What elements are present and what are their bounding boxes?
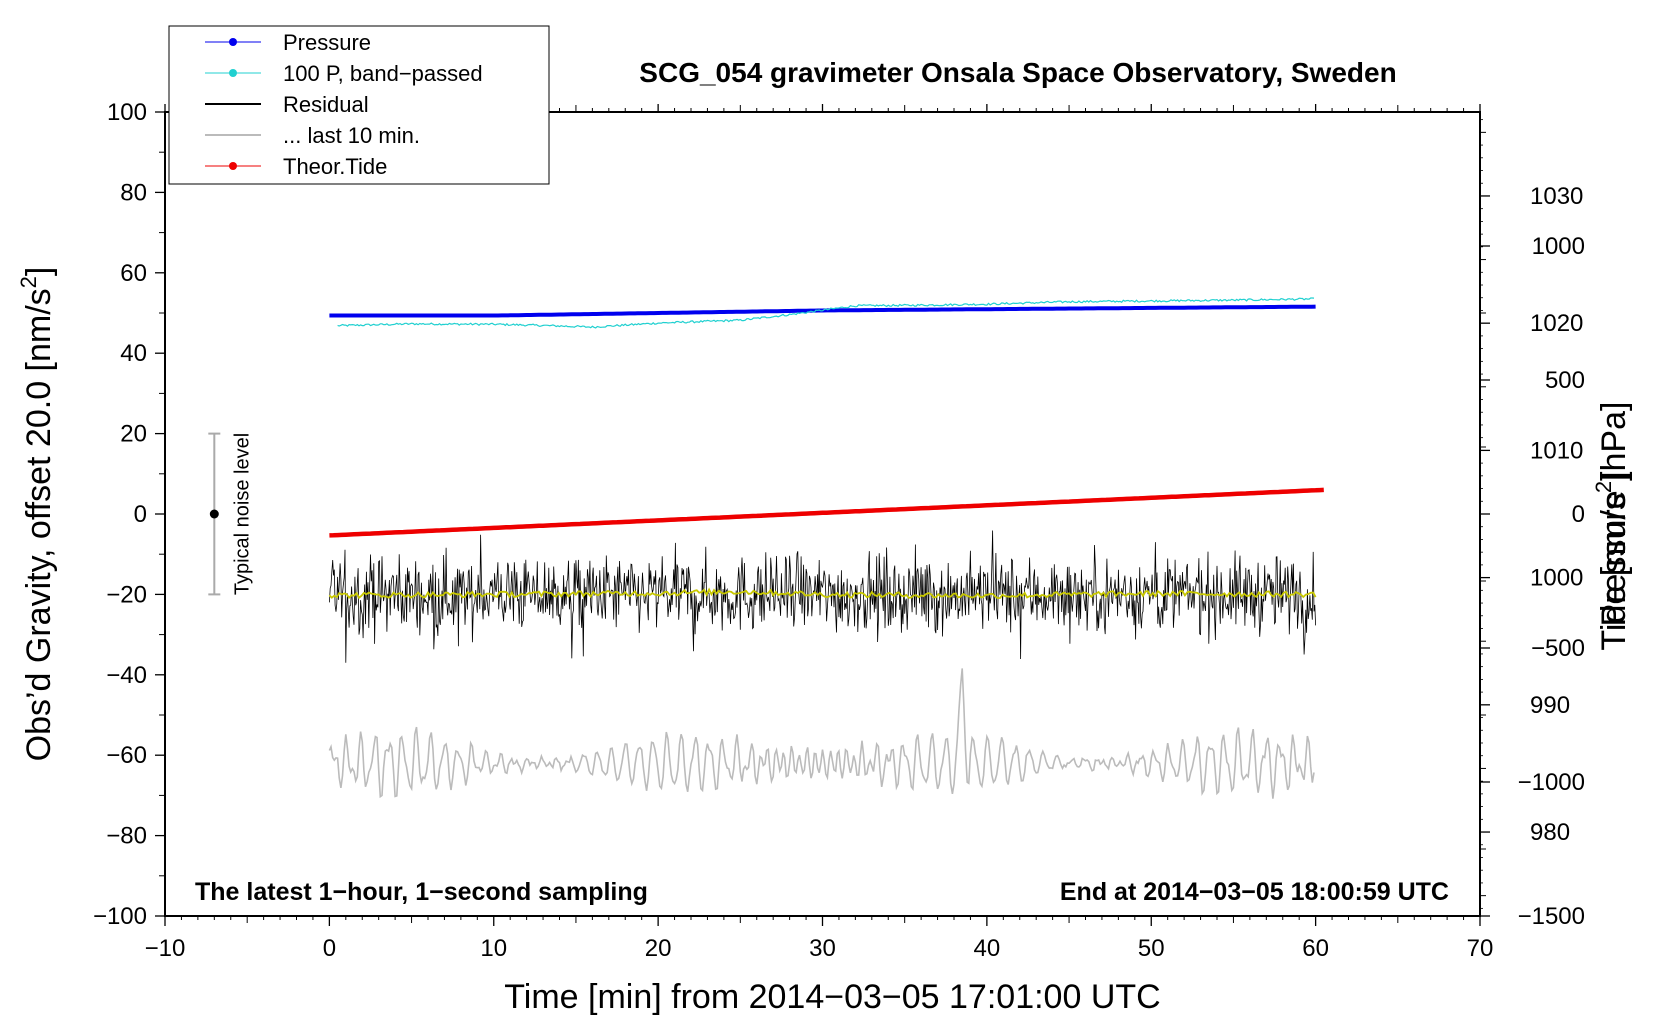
legend-label: 100 P, band−passed xyxy=(283,61,483,86)
axis-labels: −10 0 10 20 30 40 50 60 70−100−80−60−40−20020406… xyxy=(93,99,1585,962)
y-tick-label: 20 xyxy=(120,421,147,448)
y-axis-title-left: Obs’d Gravity, offset 20.0 [nm/s2] xyxy=(16,267,58,762)
y-axis-title-left-end: ] xyxy=(20,267,58,276)
x-tick-label: 40 xyxy=(974,935,1001,962)
x-axis-title: Time [min] from 2014−03−05 17:01:00 UTC xyxy=(504,978,1160,1016)
tide-tick-label: −1500 xyxy=(1518,903,1585,930)
y-tick-label: −60 xyxy=(106,742,147,769)
tide-tick-label: −500 xyxy=(1531,635,1585,662)
y-tick-label: −40 xyxy=(106,662,147,689)
x-tick-label: 30 xyxy=(809,935,836,962)
x-tick-label: 0 xyxy=(323,935,336,962)
plot-border xyxy=(164,111,1481,917)
y-tick-label: 0 xyxy=(134,501,147,528)
y-tick-label: −100 xyxy=(93,903,147,930)
bandpassed-pressure-line xyxy=(337,297,1315,329)
chart-text: SCG_054 gravimeter Onsala Space Observat… xyxy=(16,57,1633,1016)
legend: Pressure 100 P, band−passed Residual ... la… xyxy=(168,25,550,185)
theoretical-tide-line xyxy=(329,487,1324,538)
x-tick-label: 50 xyxy=(1138,935,1165,962)
y-tick-label: −80 xyxy=(106,823,147,850)
data-series xyxy=(328,297,1324,799)
legend-swatch-marker xyxy=(229,38,237,46)
x-tick-label: 20 xyxy=(645,935,672,962)
legend-label: Theor.Tide xyxy=(283,154,387,179)
y-axis-title-tide: Tide [nm/s2] xyxy=(1591,471,1633,650)
x-tick-label: 70 xyxy=(1467,935,1494,962)
legend-label: Pressure xyxy=(283,30,371,55)
pressure-tick-label: 1030 xyxy=(1530,183,1583,210)
residual-smoothed-line xyxy=(328,587,1317,600)
y-axis-title-tide-main: Tide [nm/s xyxy=(1595,493,1633,650)
x-tick-label: 60 xyxy=(1302,935,1329,962)
x-tick-label: 10 xyxy=(480,935,507,962)
annotation-right: End at 2014−03−05 18:00:59 UTC xyxy=(1060,878,1449,906)
legend-swatch-marker xyxy=(229,162,237,170)
legend-label: Residual xyxy=(283,92,369,117)
y-axis-title-pressure: Pressure [hPa] xyxy=(1595,402,1633,627)
noise-indicator: Typical noise level xyxy=(208,432,253,596)
y-tick-label: −20 xyxy=(106,581,147,608)
tide-tick-label: 0 xyxy=(1572,501,1585,528)
annotation-left: The latest 1−hour, 1−second sampling xyxy=(195,878,648,906)
y-tick-label: 80 xyxy=(120,179,147,206)
pressure-tick-label: 990 xyxy=(1530,692,1570,719)
tide-tick-label: 500 xyxy=(1545,367,1585,394)
legend-swatch-marker xyxy=(229,69,237,77)
legend-label: ... last 10 min. xyxy=(283,123,420,148)
y-axis-title-tide-sup: 2 xyxy=(1591,481,1616,493)
noise-bar-center-dot xyxy=(209,509,219,519)
last-10-min-line xyxy=(328,668,1315,799)
pressure-tick-label: 980 xyxy=(1530,819,1570,846)
pressure-tick-label: 1000 xyxy=(1530,565,1583,592)
y-axis-title-left-main: Obs’d Gravity, offset 20.0 [nm/s xyxy=(20,288,58,761)
chart-title: SCG_054 gravimeter Onsala Space Observat… xyxy=(639,57,1396,88)
y-axis-title-tide-end: ] xyxy=(1595,471,1633,480)
y-tick-label: 40 xyxy=(120,340,147,367)
plot-frame xyxy=(164,111,1481,917)
y-tick-label: 100 xyxy=(107,99,147,126)
tide-tick-label: 1000 xyxy=(1532,233,1585,260)
pressure-tick-label: 1020 xyxy=(1530,310,1583,337)
pressure-tick-label: 1010 xyxy=(1530,437,1583,464)
tide-tick-label: −1000 xyxy=(1518,769,1585,796)
y-axis-title-left-sup: 2 xyxy=(16,276,41,288)
y-tick-label: 60 xyxy=(120,260,147,287)
x-tick-label: −10 xyxy=(145,935,186,962)
noise-label: Typical noise level xyxy=(231,433,253,595)
